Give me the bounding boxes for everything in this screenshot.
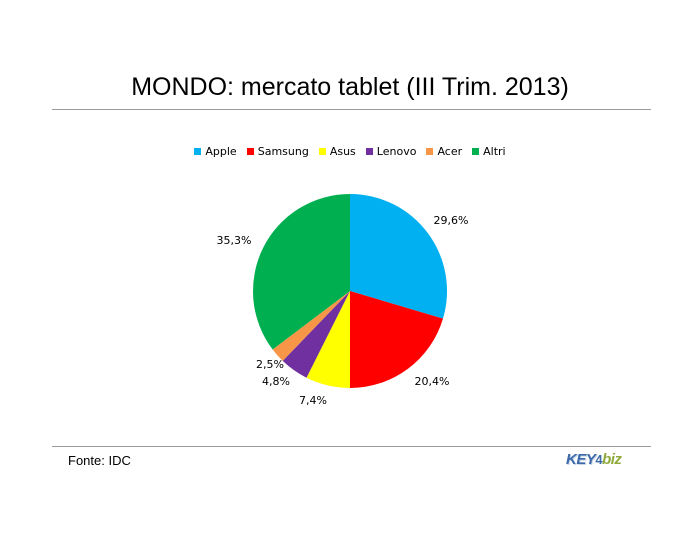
legend-item-samsung: Samsung (246, 145, 309, 158)
legend-label-apple: Apple (205, 145, 237, 158)
legend-label-asus: Asus (329, 145, 356, 158)
legend-swatch-samsung (246, 148, 254, 155)
legend-label-samsung: Samsung (257, 145, 309, 158)
data-label-samsung: 20,4% (415, 375, 450, 388)
pie-slice-altri (253, 194, 350, 350)
pie-slice-lenovo (282, 291, 350, 378)
legend-swatch-altri (472, 148, 480, 155)
legend-item-apple: Apple (194, 145, 237, 158)
data-label-altri: 35,3% (217, 234, 252, 247)
legend-item-lenovo: Lenovo (365, 145, 417, 158)
legend-label-lenovo: Lenovo (376, 145, 417, 158)
data-label-apple: 29,6% (434, 214, 469, 227)
pie-slice-samsung (350, 291, 443, 388)
legend-item-asus: Asus (318, 145, 356, 158)
legend-swatch-asus (318, 148, 326, 155)
legend-swatch-acer (426, 148, 434, 155)
legend-label-altri: Altri (483, 145, 506, 158)
data-label-asus: 7,4% (299, 394, 327, 407)
legend-swatch-lenovo (365, 148, 373, 155)
footer-divider (52, 446, 651, 447)
pie-slice-apple (350, 194, 447, 319)
title-divider (52, 109, 651, 110)
source-note: Fonte: IDC (68, 453, 131, 468)
legend-swatch-apple (194, 148, 202, 155)
legend-item-altri: Altri (472, 145, 506, 158)
chart-legend: Apple Samsung Asus Lenovo Acer Altri (0, 145, 700, 158)
chart-title: MONDO: mercato tablet (III Trim. 2013) (131, 73, 569, 101)
key4biz-logo: KEY4biz (566, 451, 622, 468)
pie-slice-acer (272, 291, 350, 361)
data-label-acer: 2,5% (256, 358, 284, 371)
data-label-lenovo: 4,8% (262, 375, 290, 388)
pie-slice-asus (306, 291, 350, 388)
legend-item-acer: Acer (426, 145, 462, 158)
legend-label-acer: Acer (437, 145, 463, 158)
